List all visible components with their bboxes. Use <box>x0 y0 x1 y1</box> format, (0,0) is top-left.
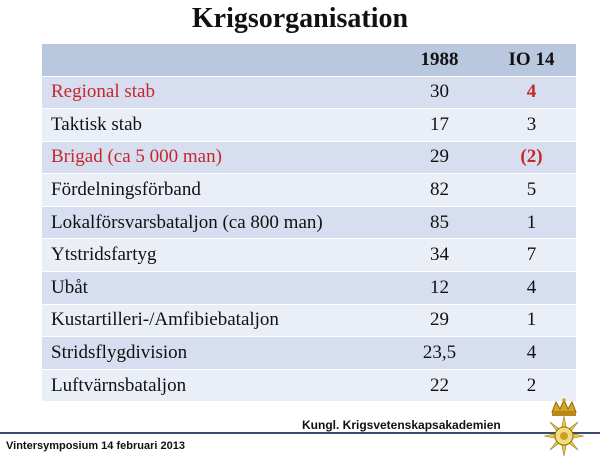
crowned-seal-icon <box>543 398 585 457</box>
table-row: Luftvärnsbataljon 22 2 <box>42 369 576 403</box>
value-1988: 85 <box>392 206 487 240</box>
table-row: Fördelningsförband 82 5 <box>42 173 576 207</box>
row-label: Kustartilleri-/Amfibiebataljon <box>42 304 392 338</box>
header-io14: IO 14 <box>487 44 576 77</box>
row-label: Ubåt <box>42 271 392 305</box>
comparison-table-container: 1988 IO 14 Regional stab 30 4 Taktisk stab 1… <box>42 44 576 403</box>
table-row: Kustartilleri-/Amfibiebataljon 29 1 <box>42 304 576 338</box>
row-label: Fördelningsförband <box>42 173 392 207</box>
value-1988: 29 <box>392 304 487 338</box>
footer-divider <box>0 432 600 434</box>
table-row: Taktisk stab 17 3 <box>42 108 576 142</box>
value-io14: 4 <box>487 76 576 110</box>
table-body: Regional stab 30 4 Taktisk stab 17 3 Brigad (c… <box>42 76 576 403</box>
table-row: Lokalförsvarsbataljon (ca 800 man) 85 1 <box>42 206 576 240</box>
value-io14: 2 <box>487 369 576 403</box>
value-1988: 23,5 <box>392 336 487 370</box>
value-io14: 1 <box>487 206 576 240</box>
table-row: Ytstridsfartyg 34 7 <box>42 238 576 273</box>
value-1988: 17 <box>392 108 487 142</box>
row-label: Taktisk stab <box>42 108 392 142</box>
row-label: Brigad (ca 5 000 man) <box>42 141 392 175</box>
header-label <box>42 44 392 77</box>
value-io14: (2) <box>487 141 576 175</box>
value-io14: 3 <box>487 108 576 142</box>
value-1988: 34 <box>392 238 487 273</box>
value-1988: 82 <box>392 173 487 207</box>
value-1988: 29 <box>392 141 487 175</box>
value-1988: 22 <box>392 369 487 403</box>
value-1988: 12 <box>392 271 487 305</box>
row-label: Stridsflygdivision <box>42 336 392 370</box>
value-io14: 7 <box>487 238 576 273</box>
table-row: Stridsflygdivision 23,5 4 <box>42 336 576 370</box>
value-io14: 1 <box>487 304 576 338</box>
table-header-row: 1988 IO 14 <box>42 44 576 77</box>
table-row: Regional stab 30 4 <box>42 76 576 110</box>
comparison-table: 1988 IO 14 Regional stab 30 4 Taktisk stab 1… <box>42 44 576 403</box>
table-row: Brigad (ca 5 000 man) 29 (2) <box>42 141 576 175</box>
footer-academy-name: Kungl. Krigsvetenskapsakademien <box>302 418 501 432</box>
table-row: Ubåt 12 4 <box>42 271 576 305</box>
row-label: Lokalförsvarsbataljon (ca 800 man) <box>42 206 392 240</box>
header-1988: 1988 <box>392 44 487 77</box>
row-label: Ytstridsfartyg <box>42 238 392 273</box>
value-io14: 4 <box>487 336 576 370</box>
row-label: Luftvärnsbataljon <box>42 369 392 403</box>
value-io14: 4 <box>487 271 576 305</box>
slide-title: Krigsorganisation <box>191 3 409 34</box>
row-label: Regional stab <box>42 76 392 110</box>
footer-event-date: Vintersymposium 14 februari 2013 <box>6 440 185 452</box>
value-io14: 5 <box>487 173 576 207</box>
value-1988: 30 <box>392 76 487 110</box>
